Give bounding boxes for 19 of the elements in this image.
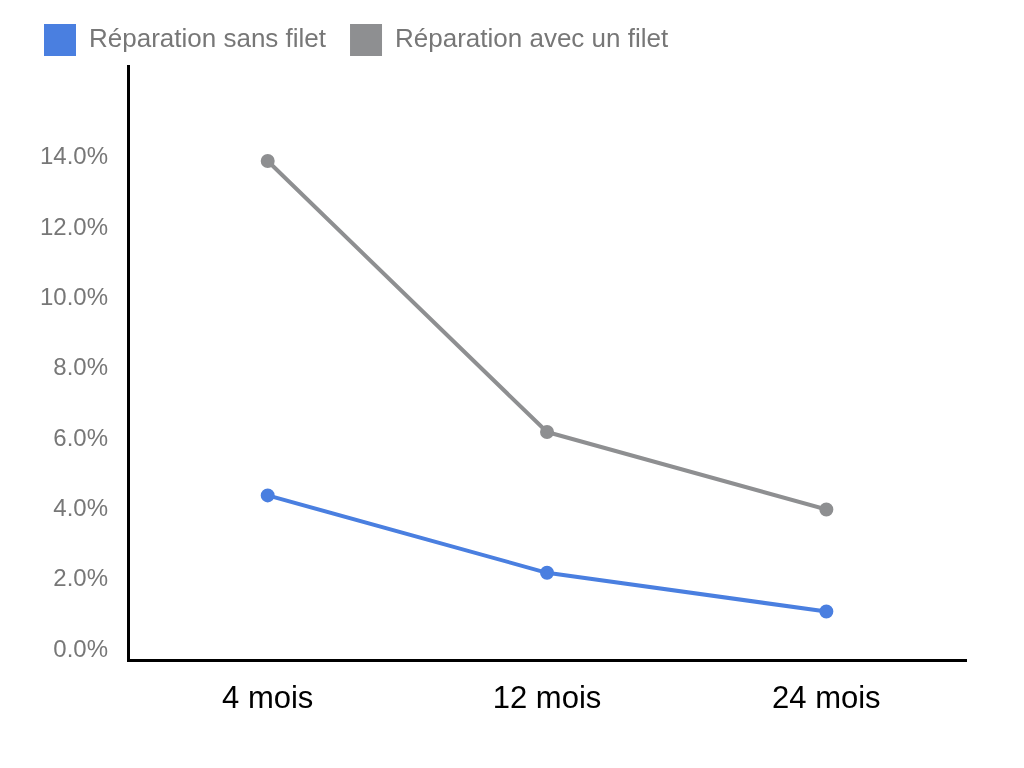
y-tick-label: 2.0% — [53, 564, 109, 592]
x-tick-label: 4 mois — [222, 679, 314, 715]
y-tick-label: 12.0% — [39, 212, 109, 240]
point — [819, 502, 834, 517]
y-tick-label: 4.0% — [53, 494, 109, 522]
y-tick-label: 0.0% — [53, 634, 109, 662]
point — [540, 425, 555, 440]
legend-label: Réparation sans filet — [89, 23, 327, 54]
point — [540, 565, 555, 580]
y-tick-label: 6.0% — [53, 423, 109, 451]
point — [819, 604, 834, 619]
y-tick-label: 8.0% — [53, 353, 109, 381]
y-tick-label: 14.0% — [39, 142, 109, 170]
point — [260, 154, 275, 169]
y-tick-label: 10.0% — [39, 282, 109, 310]
legend-label: Réparation avec un filet — [395, 23, 669, 54]
x-tick-label: 24 mois — [772, 679, 881, 715]
point — [260, 488, 275, 503]
x-tick-label: 12 mois — [492, 679, 602, 715]
